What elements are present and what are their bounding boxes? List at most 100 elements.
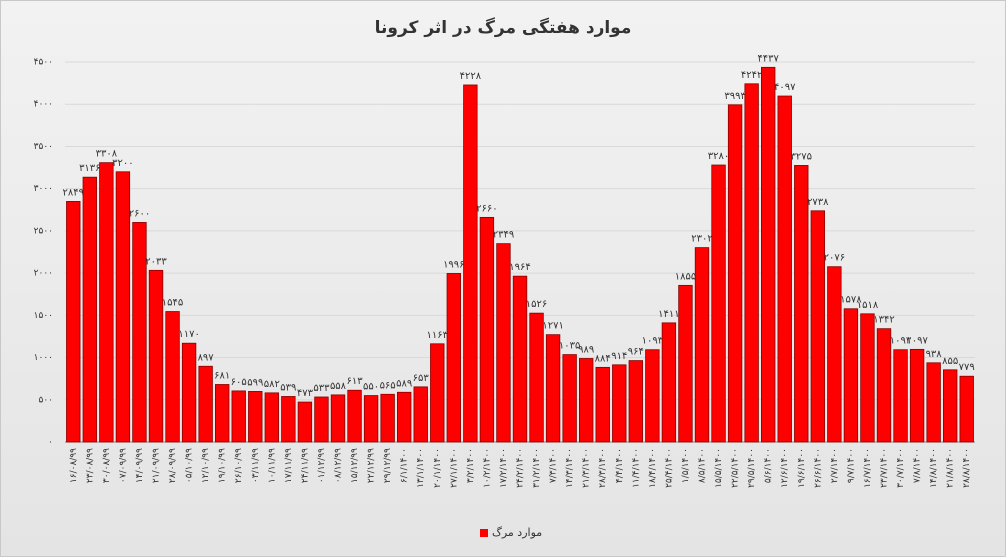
bar <box>314 396 329 443</box>
x-tick-label: ۴/۴/۱۴۰۰ <box>615 448 625 483</box>
y-tick-label: ۲۰۰۰ <box>34 269 53 279</box>
bar <box>959 375 974 443</box>
x-tick-label: ۲۸/۸/۱۴۰۰ <box>962 448 972 488</box>
bar <box>430 343 445 443</box>
data-label: ۵۸۲ <box>264 379 280 390</box>
x-tick-label: ۰۵/۱۰/۹۹ <box>185 448 195 483</box>
bar <box>446 273 462 443</box>
bar <box>231 390 246 443</box>
x-tick-label: ۱۹/۶/۱۴۰۰ <box>797 448 807 488</box>
y-tick-label: ۴۰۰۰ <box>34 100 53 110</box>
bar <box>66 201 81 443</box>
x-tick-label: ۲۵/۴/۱۴۰۰ <box>664 448 674 488</box>
data-label: ۱۹۶۴ <box>509 262 530 273</box>
bar <box>578 358 594 443</box>
bar <box>562 354 577 443</box>
x-tick-label: ۲۶/۶/۱۴۰۰ <box>813 448 823 488</box>
bar <box>694 247 710 443</box>
x-tick-label: ۲۸/۰۹/۹۹ <box>168 448 178 483</box>
x-tick-label: ۲۰/۱/۱۴۰۰ <box>433 448 443 488</box>
data-label: ۱۱۷۰ <box>178 329 199 340</box>
x-tick-label: ۱۶/۰۸/۹۹ <box>69 448 79 483</box>
x-tick-label: ۱۲/۱۰/۹۹ <box>201 448 211 483</box>
data-label: ۳۹۹۳ <box>724 91 746 102</box>
data-label: ۸۹۷ <box>198 352 215 363</box>
bar <box>463 84 478 443</box>
data-label: ۱۲۷۱ <box>542 321 563 332</box>
x-tick-label: ۲۶/۱۰/۹۹ <box>234 448 244 483</box>
data-label: ۹۶۴ <box>628 347 644 358</box>
bar <box>330 394 346 443</box>
data-label: ۹۳۸ <box>926 349 943 360</box>
data-label: ۱۸۵۵ <box>675 271 696 282</box>
x-tick-label: ۲۴/۲/۱۴۰۰ <box>516 448 526 488</box>
bar <box>363 395 379 443</box>
data-label: ۸۵۵ <box>942 356 958 367</box>
x-tick-label: ۳/۲/۱۴۰۰ <box>466 448 476 483</box>
data-label: ۷۷۹ <box>959 362 975 373</box>
data-label: ۵۳۳ <box>313 383 330 394</box>
x-tick-label: ۰۳/۱۱/۹۹ <box>251 448 261 483</box>
x-tick-label: ۵/۶/۱۴۰۰ <box>764 448 774 483</box>
data-label: ۲۰۷۶ <box>824 253 845 264</box>
data-label: ۴۷۳ <box>297 388 314 399</box>
x-tick-label: ۰۸/۱۲/۹۹ <box>334 448 344 483</box>
bar <box>380 393 395 443</box>
bar <box>248 391 263 443</box>
x-tick-label: ۷/۸/۱۴۰۰ <box>913 448 923 483</box>
data-label: ۱۵۷۸ <box>840 295 862 306</box>
data-label: ۵۸۹ <box>396 378 412 389</box>
bar <box>281 396 296 443</box>
bar <box>132 222 147 443</box>
data-label: ۸۸۴ <box>595 353 611 364</box>
bar <box>893 349 908 443</box>
bar <box>347 389 362 443</box>
data-label: ۲۳۴۹ <box>493 230 514 241</box>
y-tick-label: ۳۰۰۰ <box>34 184 53 194</box>
x-tick-label: ۱۴/۸/۱۴۰۰ <box>929 448 939 488</box>
bar <box>165 311 180 443</box>
x-tick-label: ۸/۵/۱۴۰۰ <box>698 448 708 483</box>
x-tick-label: ۱۴/۳/۱۴۰۰ <box>565 448 575 488</box>
x-tick-label: ۳۱/۲/۱۴۰۰ <box>532 448 542 488</box>
data-label: ۶۰۵ <box>231 377 247 388</box>
bar <box>115 171 131 443</box>
x-tick-label: ۱۲/۶/۱۴۰۰ <box>780 448 790 488</box>
data-label: ۱۴۱۱ <box>658 309 679 320</box>
bar <box>396 391 412 443</box>
data-label: ۲۷۳۸ <box>807 197 829 208</box>
data-label: ۱۵۴۵ <box>162 298 183 309</box>
bar <box>794 165 809 443</box>
x-tick-label: ۱۷/۲/۱۴۰۰ <box>499 448 509 488</box>
x-tick-label: ۶/۱/۱۴۰۰ <box>400 448 410 483</box>
bar <box>810 210 826 443</box>
legend-swatch <box>480 529 488 537</box>
x-tick-label: ۲۲/۱۲/۹۹ <box>367 448 377 483</box>
legend-label: موارد مرگ <box>492 526 542 539</box>
y-tick-label: ۱۵۰۰ <box>34 311 53 321</box>
data-label: ۲۳۰۲ <box>691 234 712 245</box>
bar <box>148 269 164 443</box>
bar <box>595 366 610 443</box>
y-tick-label: ۲۵۰۰ <box>34 226 53 236</box>
x-tick-label: ۳۰/۷/۱۴۰۰ <box>896 448 906 488</box>
bar <box>628 360 644 443</box>
bar <box>661 322 677 443</box>
bar <box>942 369 958 443</box>
data-label: ۵۵۸ <box>330 381 347 392</box>
data-label: ۱۰۹۳ <box>642 336 664 347</box>
data-label: ۳۲۸۰ <box>708 151 729 162</box>
data-label: ۵۶۵ <box>380 380 396 391</box>
x-tick-label: ۱۰/۲/۱۴۰۰ <box>482 448 492 488</box>
x-tick-label: ۱۳/۱/۱۴۰۰ <box>416 448 426 488</box>
bar <box>496 243 511 443</box>
x-tick-label: ۱۰/۱۱/۹۹ <box>267 448 277 483</box>
x-tick-label: ۲/۷/۱۴۰۰ <box>830 448 840 483</box>
bar <box>760 66 776 443</box>
x-tick-label: ۲۴/۱۱/۹۹ <box>300 448 310 483</box>
data-label: ۱۱۶۳ <box>427 330 449 341</box>
x-tick-label: ۱۴/۰۹/۹۹ <box>135 448 145 483</box>
x-tick-label: ۲۷/۱/۱۴۰۰ <box>449 448 459 488</box>
data-label: ۱۵۱۸ <box>857 300 879 311</box>
